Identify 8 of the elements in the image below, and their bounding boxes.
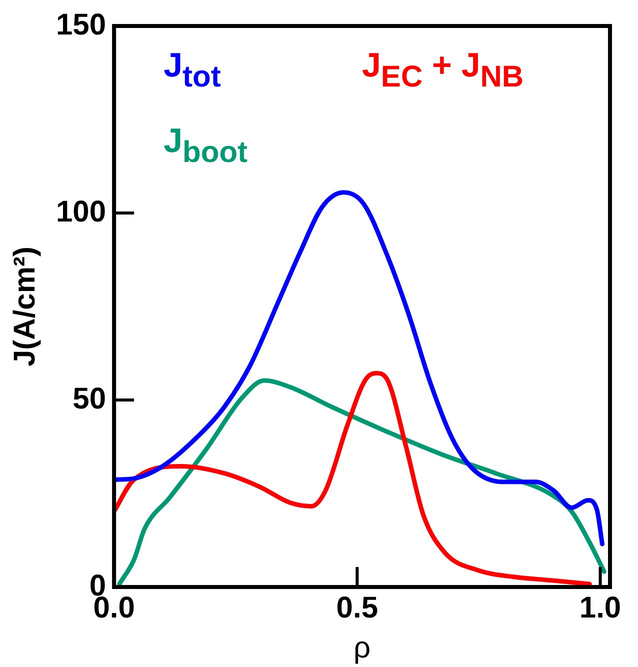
y-tick-label: 50 (72, 382, 106, 416)
x-tick-label: 1.0 (579, 591, 622, 624)
line-series (114, 190, 604, 546)
x-tick-label: 0.5 (336, 591, 378, 624)
y-tick-label: 100 (56, 195, 106, 228)
y-axis-title: J(A/cm²) (8, 246, 42, 367)
y-tick-label: 150 (56, 8, 106, 42)
x-axis-title: ρ (353, 631, 371, 664)
